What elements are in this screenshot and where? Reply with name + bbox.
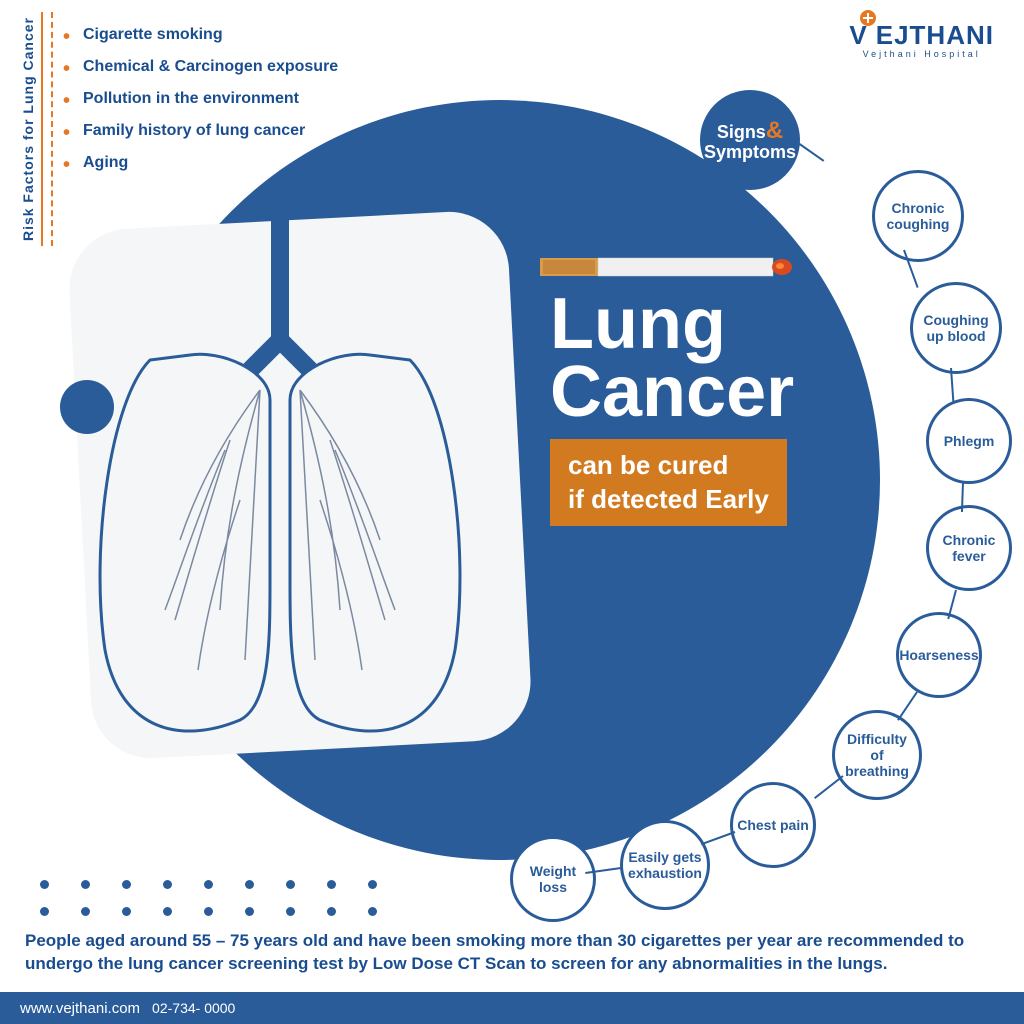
decorative-dot-small bbox=[204, 880, 213, 889]
main-title: Lung Cancer can be cured if detected Ear… bbox=[550, 290, 794, 526]
symptoms-header-line1: Signs& bbox=[717, 119, 783, 143]
decorative-dot-small bbox=[163, 880, 172, 889]
logo-name: EJTHANI bbox=[876, 20, 994, 50]
title-line2: Cancer bbox=[550, 358, 794, 426]
risk-factors-title: Risk Factors for Lung Cancer bbox=[15, 12, 43, 246]
footer-bar: www.vejthani.com 02-734- 0000 bbox=[0, 992, 1024, 1024]
decorative-dot-small bbox=[40, 907, 49, 916]
symptoms-header-line2: Symptoms bbox=[704, 143, 796, 161]
symptom-connector bbox=[701, 831, 736, 845]
symptom-bubble: Chronic fever bbox=[926, 505, 1012, 591]
decorative-dot-small bbox=[286, 880, 295, 889]
symptom-bubble: Easily gets exhaustion bbox=[620, 820, 710, 910]
hospital-logo: VEJTHANI Vejthani Hospital bbox=[849, 20, 994, 59]
title-subtitle: can be cured if detected Early bbox=[550, 439, 787, 527]
decorative-dot-small bbox=[368, 907, 377, 916]
decorative-dot-small bbox=[81, 907, 90, 916]
title-line1: Lung bbox=[550, 290, 794, 358]
symptom-bubble: Hoarseness bbox=[896, 612, 982, 698]
decorative-dot-small bbox=[122, 880, 131, 889]
lung-illustration bbox=[70, 200, 500, 760]
symptom-bubble: Phlegm bbox=[926, 398, 1012, 484]
decorative-dot-small bbox=[286, 907, 295, 916]
symptom-bubble: Chronic coughing bbox=[872, 170, 964, 262]
subtitle-line1: can be cured bbox=[568, 450, 728, 480]
decorative-dot-small bbox=[327, 907, 336, 916]
subtitle-line2: if detected Early bbox=[568, 484, 769, 514]
logo-subtext: Vejthani Hospital bbox=[849, 49, 994, 59]
decorative-dot-small bbox=[204, 907, 213, 916]
risk-item: Cigarette smoking bbox=[63, 26, 338, 44]
decorative-dots-grid bbox=[40, 880, 377, 916]
symptom-bubble: Chest pain bbox=[730, 782, 816, 868]
cigarette-icon bbox=[540, 250, 800, 284]
risk-item: Family history of lung cancer bbox=[63, 122, 338, 140]
recommendation-text: People aged around 55 – 75 years old and… bbox=[25, 930, 999, 976]
decorative-dot-small bbox=[327, 880, 336, 889]
symptom-bubble: Difficulty of breathing bbox=[832, 710, 922, 800]
symptom-connector bbox=[814, 775, 844, 799]
risk-item: Chemical & Carcinogen exposure bbox=[63, 58, 338, 76]
symptom-bubble: Weight loss bbox=[510, 836, 596, 922]
symptoms-header-bubble: Signs& Symptoms bbox=[700, 90, 800, 190]
decorative-dot-small bbox=[245, 907, 254, 916]
decorative-dot-small bbox=[368, 880, 377, 889]
decorative-dot-small bbox=[163, 907, 172, 916]
decorative-dot-small bbox=[122, 907, 131, 916]
decorative-dot-small bbox=[40, 880, 49, 889]
decorative-dot-small bbox=[245, 880, 254, 889]
logo-cross-icon bbox=[860, 10, 876, 26]
footer-phone: 02-734- 0000 bbox=[152, 1000, 235, 1016]
ampersand-accent: & bbox=[766, 117, 783, 144]
symptom-bubble: Coughing up blood bbox=[910, 282, 1002, 374]
risk-item: Pollution in the environment bbox=[63, 90, 338, 108]
decorative-dot-small bbox=[81, 880, 90, 889]
symptom-connector bbox=[897, 691, 918, 720]
footer-url: www.vejthani.com bbox=[20, 1000, 140, 1017]
logo-text: VEJTHANI bbox=[849, 20, 994, 51]
